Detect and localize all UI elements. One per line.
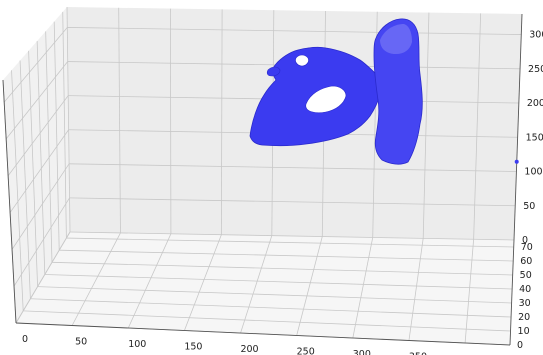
x-tick-label: 100 xyxy=(128,339,146,350)
y-gridline-floor xyxy=(44,274,513,290)
z-gridline-left xyxy=(15,231,71,324)
surface-right-column xyxy=(373,18,423,165)
y-tick-label: 10 xyxy=(518,326,530,337)
y-tick-label: 70 xyxy=(521,242,533,253)
x-tick-label: 50 xyxy=(75,337,87,348)
y-gridline-wall xyxy=(11,70,24,311)
x-gridline-floor xyxy=(127,233,172,329)
z-tick-label: 200 xyxy=(527,98,543,109)
x-gridline-wall xyxy=(170,8,172,234)
axis-edge xyxy=(2,79,17,324)
z-gridline-left xyxy=(5,61,69,140)
y-tick-label: 40 xyxy=(519,284,531,295)
y-tick-label: 20 xyxy=(518,312,530,323)
x-gridline-floor xyxy=(352,237,374,339)
y-gridline-floor xyxy=(23,310,511,332)
axis-edge xyxy=(509,239,515,346)
tick-labels: 0501001502002503003504000102030405060700… xyxy=(22,30,543,355)
y-gridline-wall xyxy=(36,41,46,275)
x-gridline-floor xyxy=(408,238,424,341)
surface-blob xyxy=(249,18,423,165)
x-tick-label: 350 xyxy=(409,352,427,355)
x-gridline-floor xyxy=(71,232,121,326)
x-tick-label: 250 xyxy=(297,347,315,355)
y-gridline-floor xyxy=(59,249,514,262)
y-gridline-wall xyxy=(45,31,53,263)
y-gridline-wall xyxy=(53,21,60,251)
axis-edge xyxy=(513,13,523,241)
y-gridline-wall xyxy=(19,60,31,299)
y-gridline-wall xyxy=(28,50,38,287)
isolated-point xyxy=(514,159,519,164)
z-gridline-left xyxy=(13,197,70,287)
y-tick-label: 50 xyxy=(520,270,532,281)
x-gridline-wall xyxy=(220,9,223,235)
z-gridline-left xyxy=(7,95,69,176)
x-gridline-floor xyxy=(296,236,323,336)
surface-column-highlight xyxy=(380,24,412,54)
axis-edge xyxy=(15,322,511,346)
z-tick-label: 0 xyxy=(522,235,528,246)
z-tick-label: 50 xyxy=(523,201,535,212)
z-gridline-left xyxy=(11,163,70,250)
x-gridline-wall xyxy=(422,12,430,239)
x-gridline-floor xyxy=(184,234,222,331)
z-tick-label: 150 xyxy=(526,132,543,143)
y-gridline-floor xyxy=(66,237,514,248)
x-tick-label: 0 xyxy=(22,334,28,345)
surface-hole-upper xyxy=(295,54,309,67)
z-tick-label: 300 xyxy=(529,30,543,41)
x-tick-label: 300 xyxy=(353,349,371,355)
x-gridline-wall xyxy=(118,7,121,233)
x-tick-label: 200 xyxy=(240,344,258,355)
y-gridline-floor xyxy=(30,298,512,318)
y-gridline-floor xyxy=(51,261,513,276)
z-gridline-left xyxy=(9,129,69,213)
z-gridline-back xyxy=(69,163,517,172)
x-gridline-wall xyxy=(66,6,71,233)
z-gridline-back xyxy=(69,197,516,207)
y-gridline-floor xyxy=(37,286,512,304)
y-tick-label: 0 xyxy=(517,340,523,351)
surface-left-fringe xyxy=(266,66,281,77)
z-tick-label: 100 xyxy=(524,167,542,178)
axis-lines xyxy=(2,13,523,346)
z-gridline-back xyxy=(69,231,515,241)
floor-pane xyxy=(16,232,514,345)
z-gridline-left xyxy=(3,27,68,103)
x-tick-label: 150 xyxy=(184,342,202,353)
surface-hole-center xyxy=(305,85,347,114)
y-gridline-wall xyxy=(62,11,67,239)
z-tick-label: 250 xyxy=(528,64,543,75)
x-gridline-floor xyxy=(240,235,273,334)
x-gridline-wall xyxy=(473,13,482,240)
z-gridline-back xyxy=(67,27,522,35)
x-gridline-floor xyxy=(464,239,475,344)
y-tick-label: 30 xyxy=(519,298,531,309)
y-tick-label: 60 xyxy=(520,256,532,267)
